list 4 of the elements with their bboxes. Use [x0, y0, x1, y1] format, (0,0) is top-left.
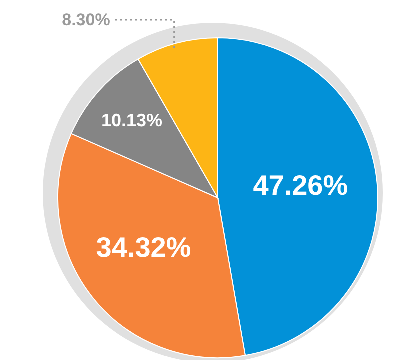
- data-label: 8.30%: [62, 10, 110, 30]
- data-label: 10.13%: [101, 110, 163, 130]
- data-label: 34.32%: [96, 232, 192, 263]
- data-label: 47.26%: [253, 170, 348, 201]
